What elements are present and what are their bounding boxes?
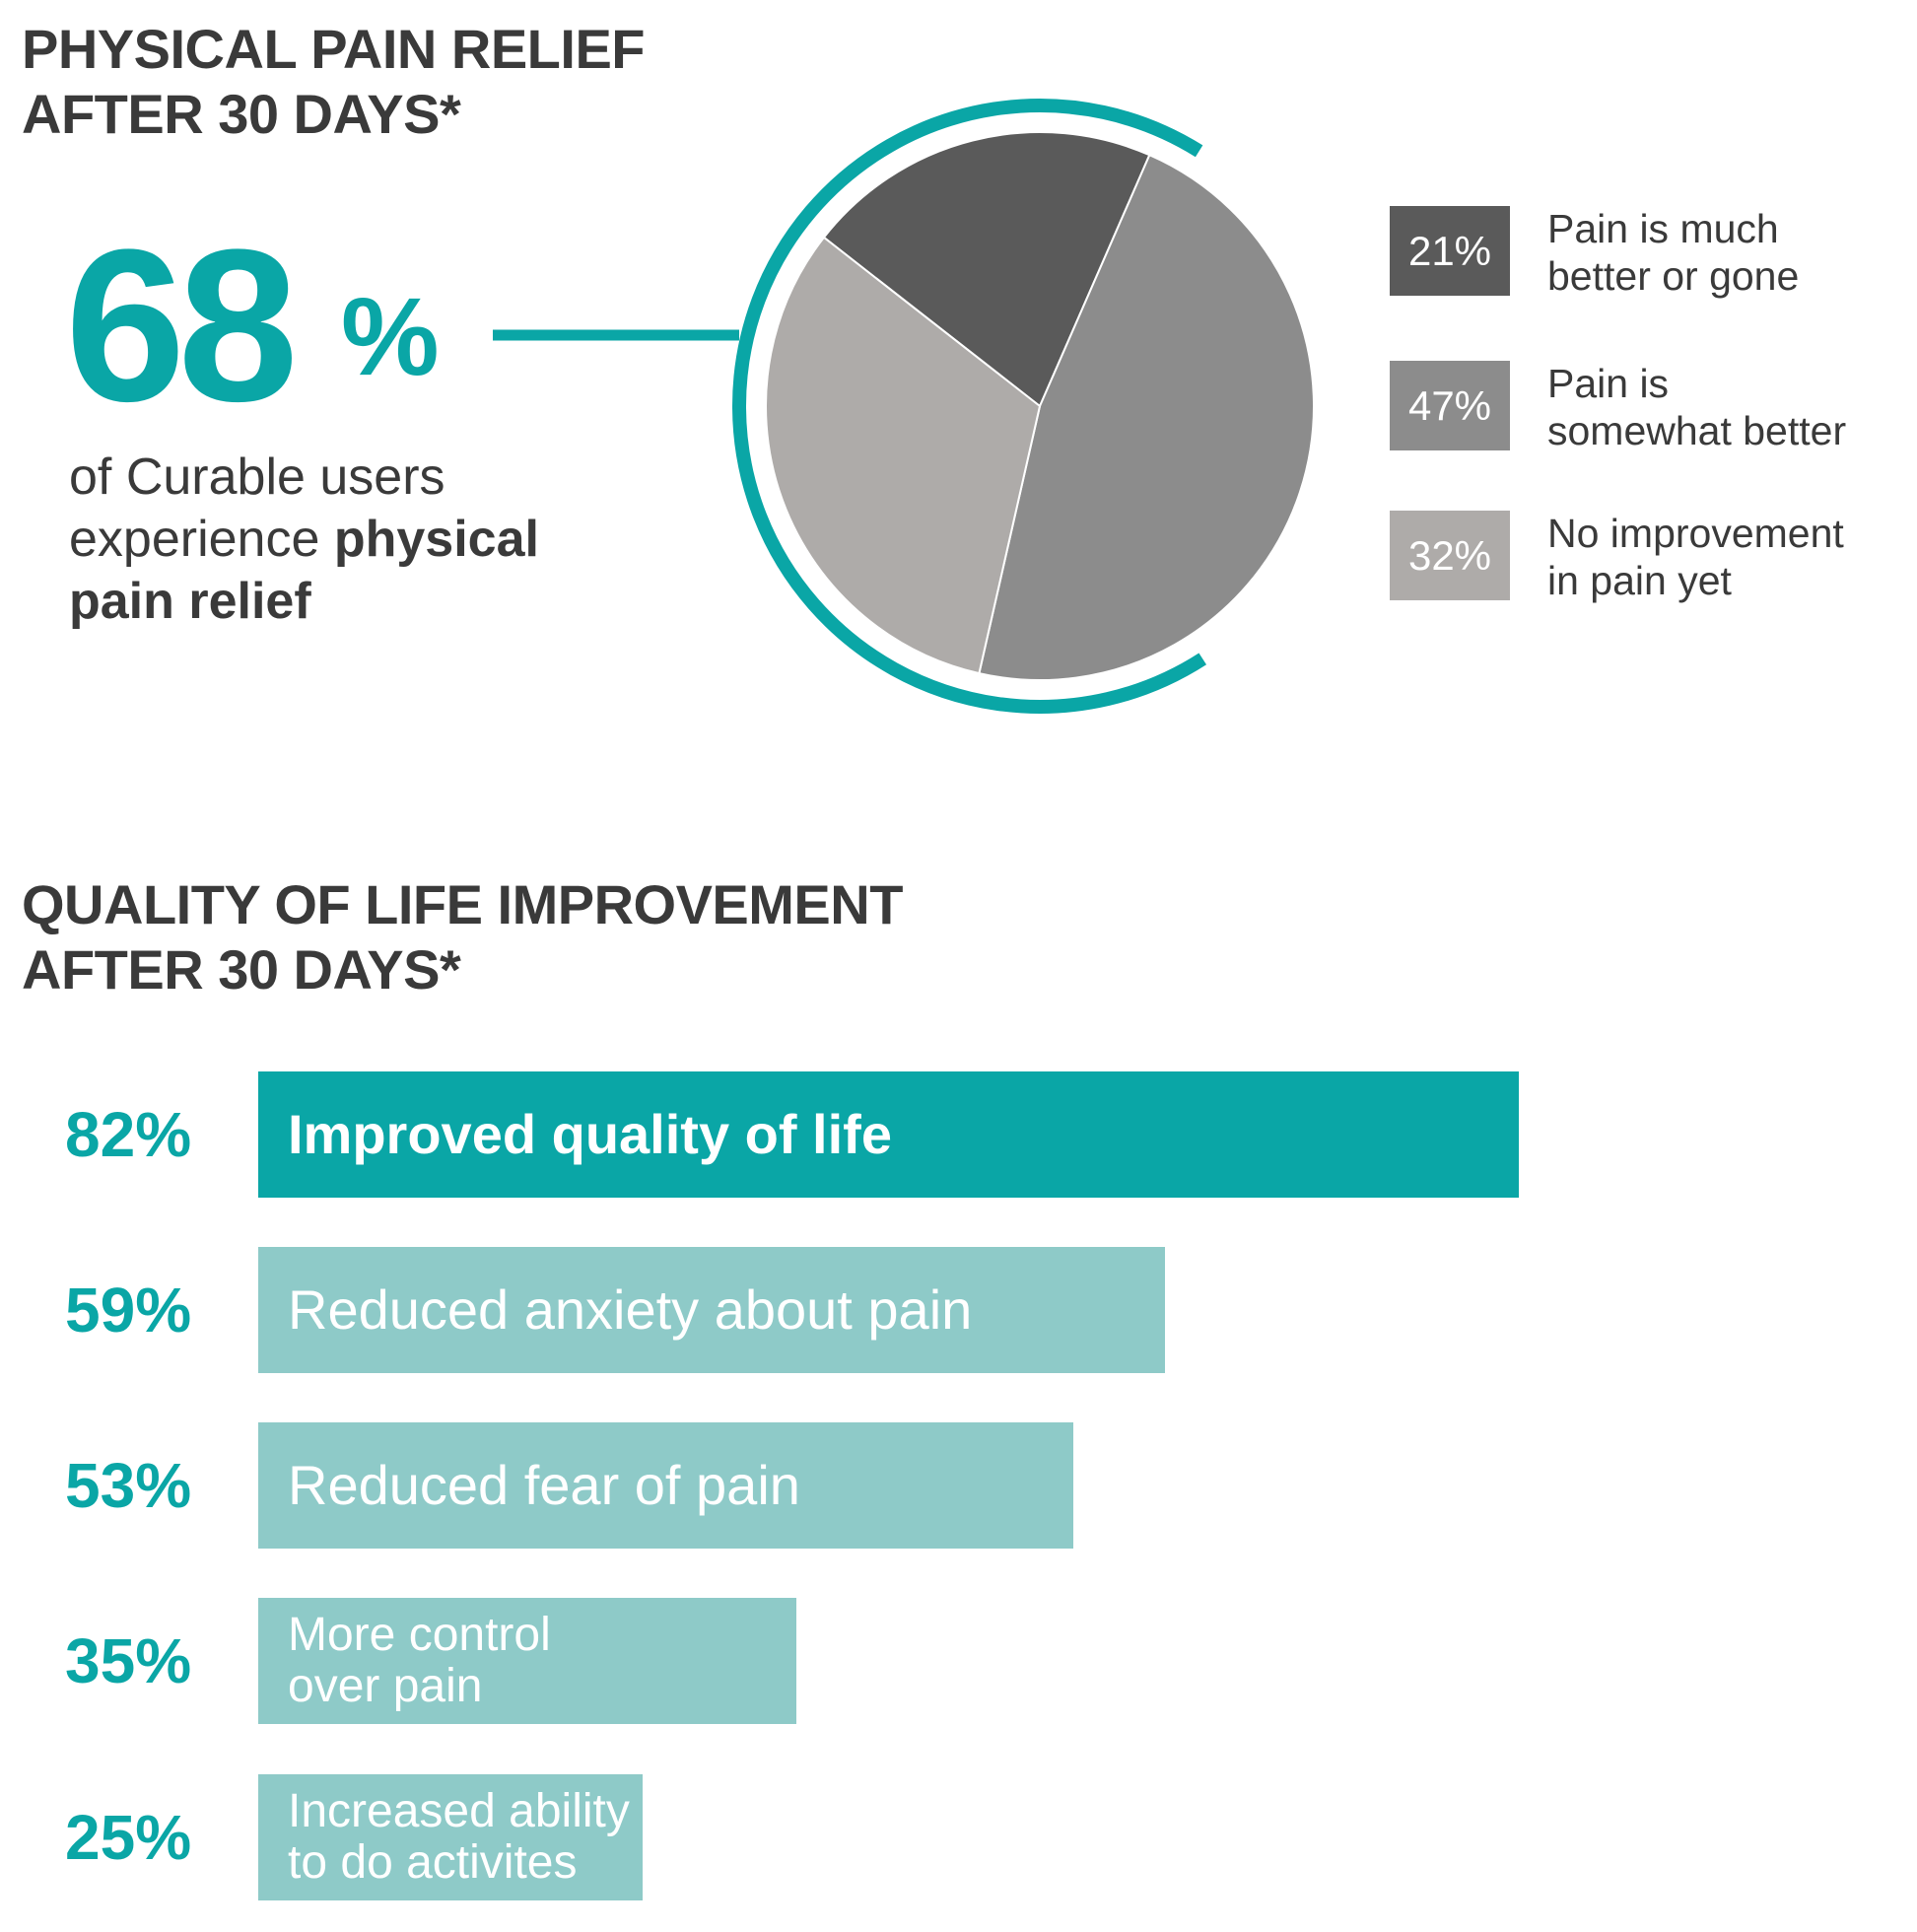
bar-category-label-4: Increased ability to do activites [288, 1786, 643, 1889]
bar-heading-line2: AFTER 30 DAYS* [22, 938, 461, 1000]
caption-line2: experience physical [69, 509, 539, 571]
bar-category-label-0-line1: Improved quality of life [288, 1103, 892, 1165]
highlight-percent-sign: % [341, 275, 440, 398]
caption-line3: pain relief [69, 571, 539, 633]
bar-category-label-2: Reduced fear of pain [288, 1454, 1073, 1517]
highlight-arc [732, 99, 1206, 714]
pie-heading-line1: PHYSICAL PAIN RELIEF [22, 18, 646, 80]
pie-slice-0 [822, 131, 1151, 408]
bar-value-label-4: 25% [65, 1802, 192, 1873]
pie-slice-1 [978, 153, 1315, 681]
highlight-percentage: 68 [65, 204, 299, 447]
legend-swatch-0: 21% [1390, 206, 1510, 296]
bar-2: Reduced fear of pain [258, 1422, 1073, 1549]
legend-label-1-line1: Pain is [1547, 361, 1670, 406]
legend-label-2-line2: in pain yet [1547, 558, 1732, 603]
bar-category-label-3-line1: More control [288, 1609, 551, 1661]
bar-category-label-3: More control over pain [288, 1610, 796, 1712]
bar-3: More control over pain [258, 1598, 796, 1724]
bar-value-label-2: 53% [65, 1450, 192, 1521]
bar-value-label-0: 82% [65, 1099, 192, 1170]
caption-line2-bold: physical [333, 511, 539, 568]
bar-category-label-0: Improved quality of life [288, 1103, 1519, 1166]
caption-line2-plain: experience [69, 511, 334, 568]
pie-chart [493, 99, 1315, 714]
bar-category-label-1-line1: Reduced anxiety about pain [288, 1278, 973, 1341]
bar-category-label-2-line1: Reduced fear of pain [288, 1454, 800, 1516]
legend-label-0-line2: better or gone [1547, 253, 1800, 299]
bar-4: Increased ability to do activites [258, 1774, 643, 1900]
highlight-caption: of Curable users experience physical pai… [69, 447, 539, 633]
bar-value-label-3: 35% [65, 1625, 192, 1696]
legend-label-1: Pain is somewhat better [1547, 360, 1846, 454]
bar-category-label-4-line2: to do activites [288, 1836, 578, 1889]
legend-label-0: Pain is much better or gone [1547, 205, 1799, 300]
bar-category-label-4-line1: Increased ability [288, 1785, 630, 1837]
pie-slice-2 [765, 236, 1042, 675]
legend-label-0-line1: Pain is much [1547, 206, 1779, 251]
bar-category-label-1: Reduced anxiety about pain [288, 1278, 1165, 1342]
legend-swatch-1: 47% [1390, 361, 1510, 450]
bar-section-heading: QUALITY OF LIFE IMPROVEMENT AFTER 30 DAY… [22, 872, 903, 1002]
legend-swatch-2: 32% [1390, 511, 1510, 600]
legend-label-1-line2: somewhat better [1547, 408, 1847, 453]
caption-line3-bold: pain relief [69, 573, 311, 630]
bar-category-label-3-line2: over pain [288, 1660, 483, 1712]
pie-heading-line2: AFTER 30 DAYS* [22, 83, 461, 145]
caption-line1: of Curable users [69, 448, 445, 506]
bar-heading-line1: QUALITY OF LIFE IMPROVEMENT [22, 873, 903, 935]
bar-1: Reduced anxiety about pain [258, 1247, 1166, 1373]
pie-slices [765, 131, 1315, 681]
bar-0: Improved quality of life [258, 1071, 1520, 1198]
legend-label-2-line1: No improvement [1547, 511, 1844, 556]
legend-label-2: No improvement in pain yet [1547, 510, 1844, 604]
bar-value-label-1: 59% [65, 1275, 192, 1346]
pie-section-heading: PHYSICAL PAIN RELIEF AFTER 30 DAYS* [22, 17, 646, 147]
